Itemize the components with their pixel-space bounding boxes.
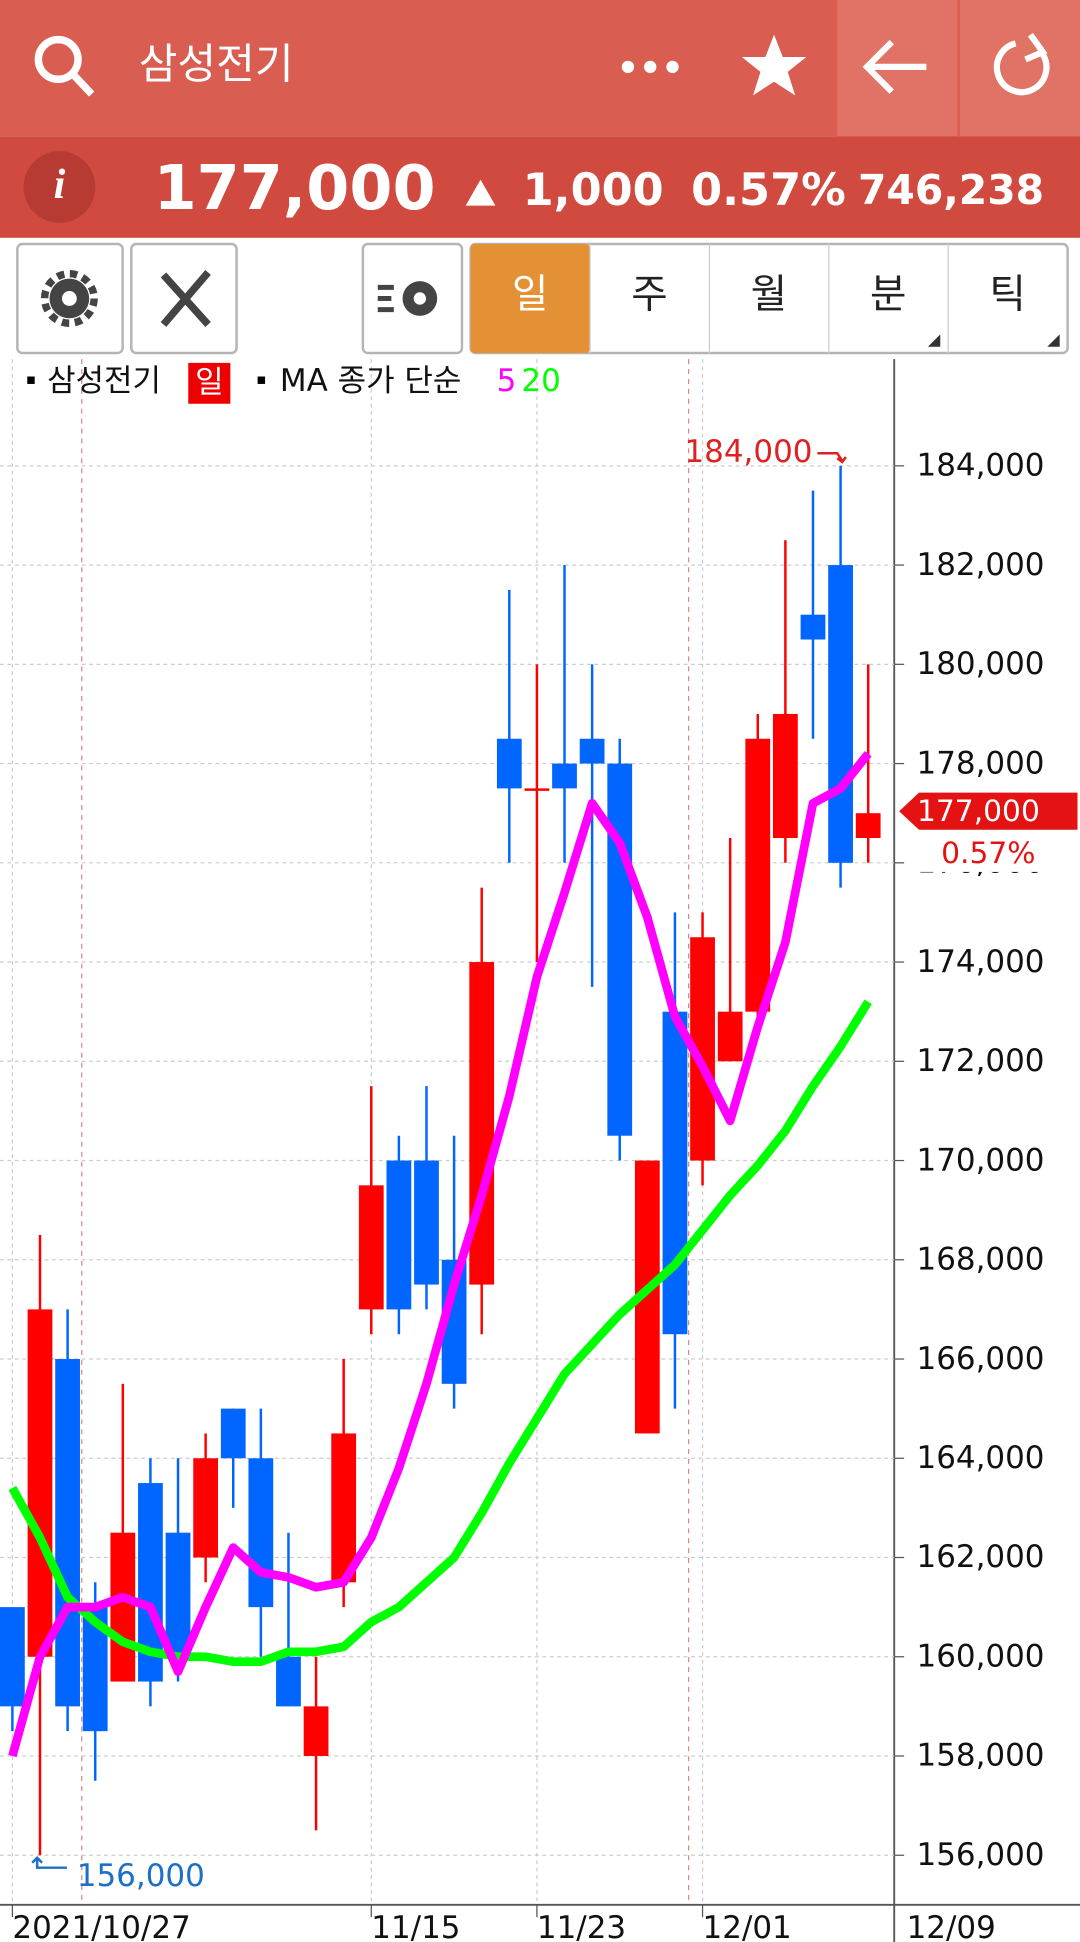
y-tick-label: 164,000 (917, 1440, 1045, 1476)
legend-ma20: 20 (521, 363, 560, 399)
candle-body (828, 565, 853, 863)
tools-icon (160, 270, 211, 327)
candle-body (276, 1656, 301, 1707)
legend-bullet (27, 376, 35, 384)
price-tag (899, 792, 1078, 830)
max-arrow (817, 452, 847, 464)
stock-title: 삼성전기 (139, 39, 294, 88)
gear-icon (40, 269, 98, 327)
candle-body (220, 1408, 246, 1459)
tab-label[interactable]: 분 (870, 272, 906, 318)
ma-line (8, 999, 872, 1667)
min-label: 156,000 (77, 1858, 205, 1894)
candle-body (855, 813, 881, 838)
y-tick-label: 178,000 (917, 745, 1045, 781)
period-badge (188, 362, 231, 404)
tab-label[interactable]: 일 (512, 272, 548, 318)
search-icon[interactable] (34, 35, 95, 97)
y-tick-label: 182,000 (917, 547, 1045, 583)
y-tick-label: 174,000 (917, 944, 1045, 980)
up-triangle (465, 179, 496, 206)
active-tab[interactable] (470, 243, 590, 353)
x-tick-label: 11/15 (371, 1910, 460, 1942)
next-date-label: 12/09 (907, 1910, 996, 1942)
candle-body (552, 763, 577, 789)
candle-body (331, 1433, 357, 1583)
max-label: 184,000 (684, 434, 812, 470)
back-icon[interactable] (862, 39, 927, 94)
candle-body (165, 1532, 191, 1657)
indicator-icon (377, 281, 438, 316)
y-tick-label: 172,000 (917, 1043, 1045, 1079)
price-bar (0, 136, 1080, 238)
tab-label[interactable]: 틱 (989, 272, 1025, 318)
change-rate: 0.57% (691, 164, 846, 216)
legend-title: 삼성전기 (47, 363, 161, 399)
candle-body (414, 1160, 439, 1285)
ma-line (8, 750, 872, 1758)
x-tick-label: 11/23 (537, 1910, 626, 1942)
candle-body (607, 763, 633, 1136)
candle-body (745, 738, 771, 1012)
legend-period: 일 (195, 364, 223, 400)
candle-body (524, 788, 550, 791)
candle-body (303, 1706, 329, 1756)
y-tick-label: 158,000 (917, 1738, 1045, 1774)
change-tag-bg (916, 834, 1080, 872)
y-tick-label: 156,000 (917, 1837, 1045, 1873)
x-tick-label: 2021/10/27 (12, 1910, 190, 1942)
info-button[interactable] (23, 151, 96, 223)
legend-ma: MA 종가 단순 (280, 363, 461, 399)
candle-body (800, 614, 826, 640)
candle-body (579, 738, 605, 764)
y-tick-label: 160,000 (917, 1638, 1045, 1674)
info-icon: i (54, 161, 66, 208)
candle-body (193, 1458, 219, 1558)
favorite-icon[interactable] (741, 34, 807, 96)
price-tag-label: 177,000 (917, 794, 1040, 829)
volume: 746,238 (858, 166, 1044, 214)
tab-label[interactable]: 월 (751, 272, 787, 318)
tab-label[interactable]: 주 (631, 272, 667, 318)
refresh-icon[interactable] (993, 32, 1050, 96)
candle-body (55, 1359, 80, 1707)
x-tick-label: 12/01 (703, 1910, 792, 1942)
y-tick-label: 162,000 (917, 1539, 1045, 1575)
candle-body (662, 1011, 688, 1335)
candle-body (27, 1309, 53, 1657)
change: 1,000 (523, 164, 664, 216)
candle-body (358, 1185, 384, 1310)
candle-body (248, 1458, 274, 1608)
more-icon[interactable] (621, 60, 679, 74)
candle-body (496, 738, 522, 789)
legend-bullet (257, 376, 266, 384)
candle-body (0, 1607, 25, 1707)
candle-body (772, 713, 798, 838)
change-tag-label: 0.57% (941, 836, 1035, 871)
min-arrow (31, 1856, 67, 1869)
candle-body (110, 1532, 136, 1682)
refresh-tile[interactable] (959, 0, 1080, 137)
y-tick-label: 170,000 (917, 1142, 1045, 1178)
y-tick-label: 168,000 (917, 1242, 1045, 1278)
candle-body (717, 1011, 743, 1062)
y-tick-label: 184,000 (917, 448, 1045, 484)
y-tick-label: 180,000 (917, 646, 1045, 682)
candle-body (386, 1160, 412, 1310)
legend-ma5: 5 (497, 363, 517, 399)
y-tick-label: 166,000 (917, 1341, 1045, 1377)
price: 177,000 (154, 152, 436, 224)
